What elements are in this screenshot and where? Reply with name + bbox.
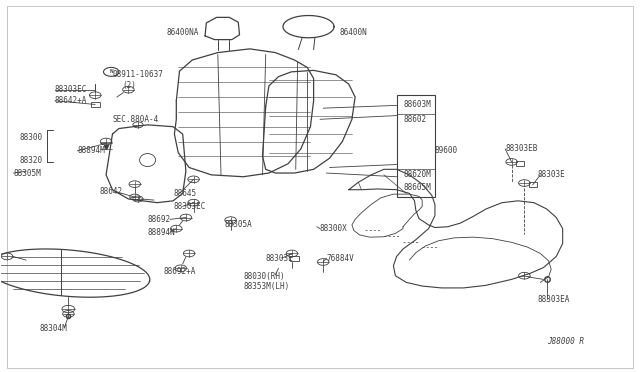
Text: 88642: 88642 (100, 187, 123, 196)
Text: 88303E: 88303E (537, 170, 565, 179)
Text: 88300: 88300 (20, 133, 43, 142)
Text: 08911-10637: 08911-10637 (113, 70, 163, 79)
Text: 88303EA: 88303EA (537, 295, 570, 304)
Text: 88303EB: 88303EB (505, 144, 538, 153)
Text: 88894N: 88894N (148, 228, 175, 237)
Text: 88305A: 88305A (224, 221, 252, 230)
Text: 88620M: 88620M (403, 170, 431, 179)
Text: 88692: 88692 (148, 215, 171, 224)
Text: 88602: 88602 (403, 115, 426, 124)
Text: 88645: 88645 (173, 189, 196, 198)
Text: 88605M: 88605M (403, 183, 431, 192)
Text: 88030(RH): 88030(RH) (243, 272, 285, 281)
Text: 88894M: 88894M (77, 146, 105, 155)
Text: 86400NA: 86400NA (166, 28, 198, 37)
Text: N: N (109, 69, 113, 74)
Bar (397, 95, 435, 197)
Text: 89600: 89600 (435, 146, 458, 155)
Text: 88303E: 88303E (266, 254, 294, 263)
Text: 88642+A: 88642+A (55, 96, 87, 105)
Text: 88305M: 88305M (13, 169, 41, 177)
Text: (2): (2) (122, 81, 136, 90)
Text: 88303EC: 88303EC (55, 85, 87, 94)
Text: 88303EC: 88303EC (173, 202, 205, 211)
Text: 88692+A: 88692+A (164, 267, 196, 276)
Text: 88304M: 88304M (39, 324, 67, 333)
Text: J88000 R: J88000 R (547, 337, 584, 346)
Text: 88603M: 88603M (403, 100, 431, 109)
Text: 88353M(LH): 88353M(LH) (243, 282, 290, 291)
Text: 86400N: 86400N (339, 28, 367, 37)
Text: 88300X: 88300X (320, 224, 348, 233)
Text: 88320: 88320 (20, 155, 43, 164)
Text: 76884V: 76884V (326, 254, 354, 263)
Text: SEC.880A-4: SEC.880A-4 (113, 115, 159, 124)
